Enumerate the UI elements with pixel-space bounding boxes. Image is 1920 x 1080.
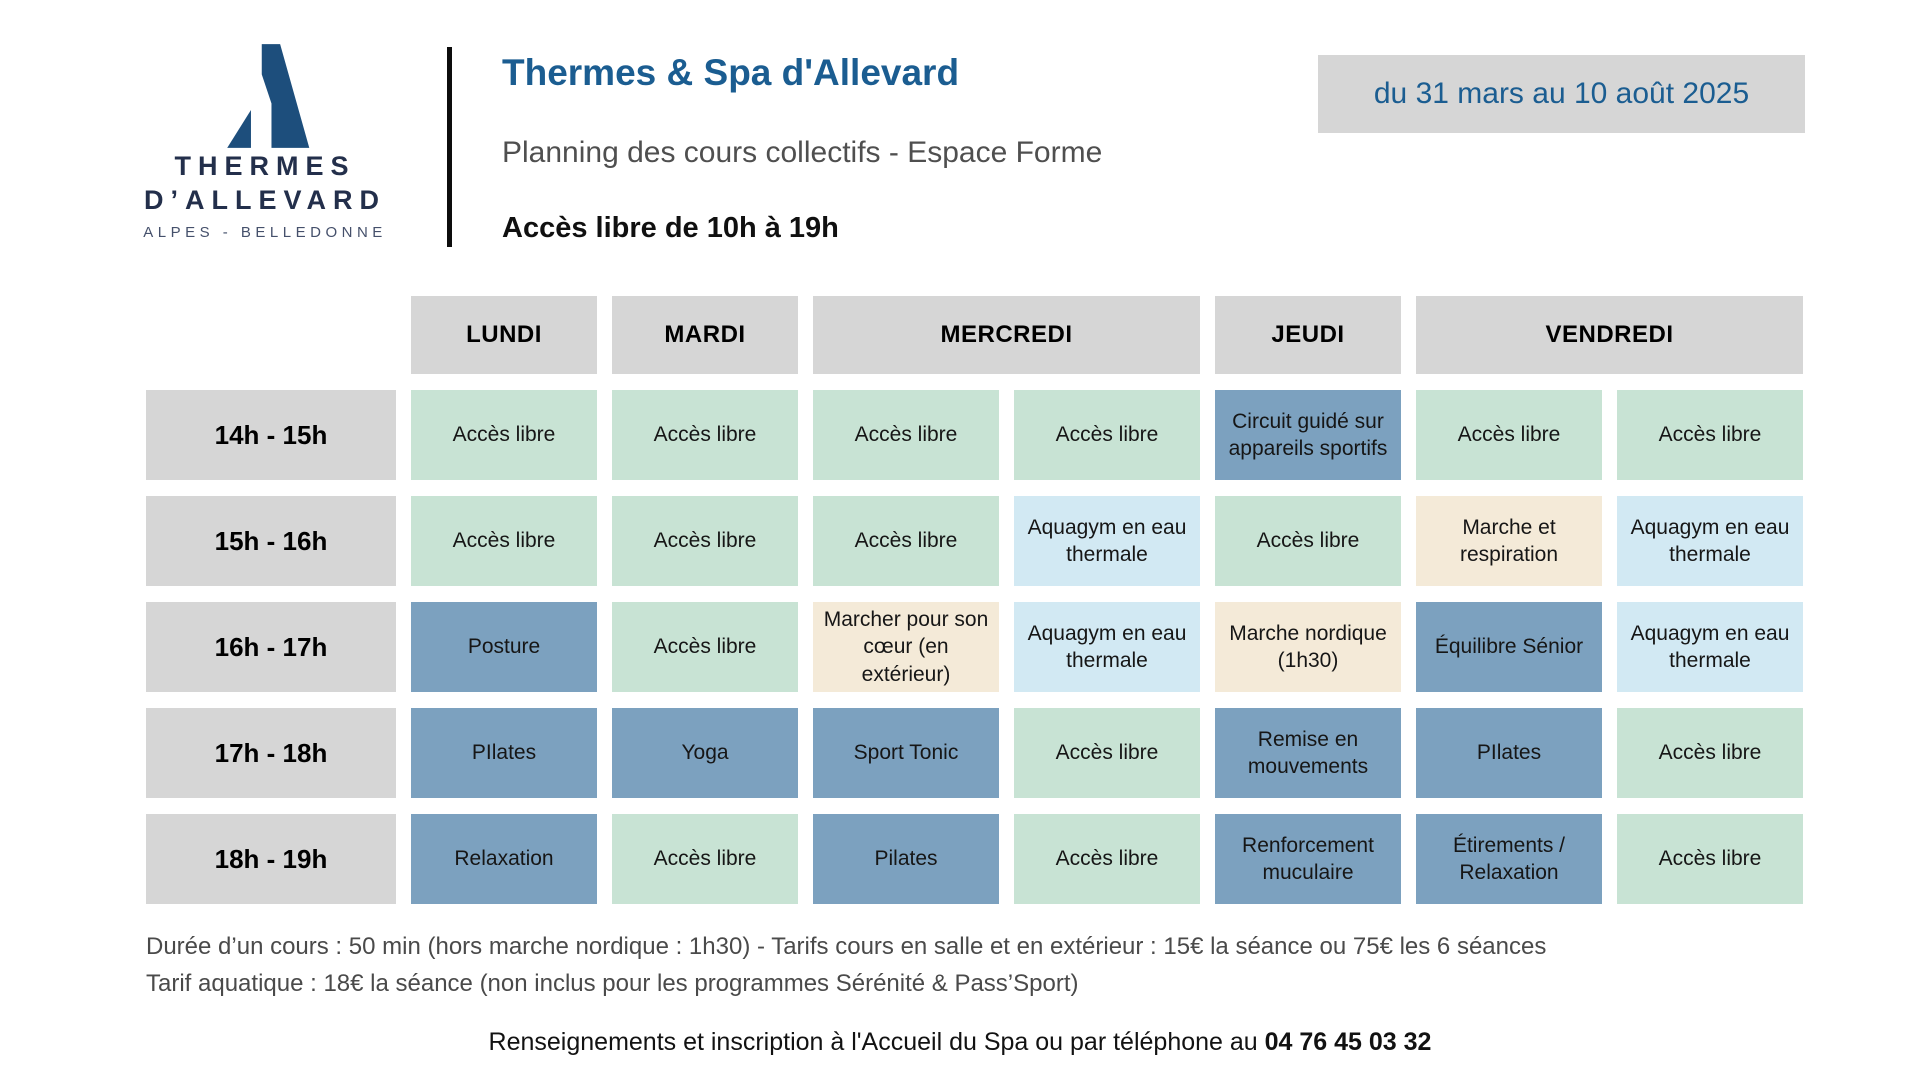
schedule-cell: Accès libre bbox=[1014, 390, 1200, 480]
contact-line: Renseignements et inscription à l'Accuei… bbox=[0, 1028, 1920, 1057]
schedule-cell: Accès libre bbox=[1215, 496, 1401, 586]
schedule-cell: Accès libre bbox=[1014, 814, 1200, 904]
day-header-mercredi: MERCREDI bbox=[813, 296, 1200, 374]
time-slot-label: 14h - 15h bbox=[146, 390, 396, 480]
schedule-cell: Accès libre bbox=[612, 496, 798, 586]
schedule-cell: Remise en mouvements bbox=[1215, 708, 1401, 798]
schedule-cell: Accès libre bbox=[1416, 390, 1602, 480]
schedule-cell: Posture bbox=[411, 602, 597, 692]
schedule-cell: Accès libre bbox=[411, 390, 597, 480]
schedule-cell: Étirements / Relaxation bbox=[1416, 814, 1602, 904]
schedule-cell: Accès libre bbox=[813, 390, 999, 480]
schedule-cell: Accès libre bbox=[612, 814, 798, 904]
date-range-badge: du 31 mars au 10 août 2025 bbox=[1318, 55, 1805, 133]
schedule-cell: Marcher pour son cœur (en extérieur) bbox=[813, 602, 999, 692]
schedule-cell: Sport Tonic bbox=[813, 708, 999, 798]
allevard-logo-icon bbox=[210, 42, 320, 150]
logo-tagline: ALPES - BELLEDONNE bbox=[143, 223, 387, 241]
schedule-cell: Yoga bbox=[612, 708, 798, 798]
table-corner-spacer bbox=[146, 296, 396, 374]
contact-phone-number: 04 76 45 03 32 bbox=[1264, 1028, 1432, 1056]
day-header-lundi: LUNDI bbox=[411, 296, 597, 374]
header-divider bbox=[447, 47, 452, 247]
page-subtitle: Planning des cours collectifs - Espace F… bbox=[502, 136, 1103, 169]
contact-text: Renseignements et inscription à l'Accuei… bbox=[488, 1028, 1265, 1056]
page-title: Thermes & Spa d'Allevard bbox=[502, 52, 960, 93]
schedule-cell: Accès libre bbox=[612, 602, 798, 692]
pricing-note-line2: Tarif aquatique : 18€ la séance (non inc… bbox=[146, 970, 1079, 998]
schedule-cell: Aquagym en eau thermale bbox=[1617, 496, 1803, 586]
schedule-cell: Accès libre bbox=[1014, 708, 1200, 798]
schedule-cell: Marche nordique (1h30) bbox=[1215, 602, 1401, 692]
schedule-cell: Équilibre Sénior bbox=[1416, 602, 1602, 692]
time-slot-label: 16h - 17h bbox=[146, 602, 396, 692]
schedule-cell: Circuit guidé sur appareils sportifs bbox=[1215, 390, 1401, 480]
schedule-cell: Accès libre bbox=[612, 390, 798, 480]
schedule-cell: Marche et respiration bbox=[1416, 496, 1602, 586]
time-slot-label: 15h - 16h bbox=[146, 496, 396, 586]
schedule-cell: Pilates bbox=[813, 814, 999, 904]
time-slot-label: 17h - 18h bbox=[146, 708, 396, 798]
schedule-cell: Accès libre bbox=[813, 496, 999, 586]
schedule-cell: Aquagym en eau thermale bbox=[1014, 496, 1200, 586]
schedule-cell: PIlates bbox=[411, 708, 597, 798]
pricing-note-line1: Durée d’un cours : 50 min (hors marche n… bbox=[146, 933, 1547, 960]
schedule-cell: PIlates bbox=[1416, 708, 1602, 798]
schedule-table: LUNDI MARDI MERCREDI JEUDI VENDREDI 14h … bbox=[146, 296, 1803, 904]
schedule-cell: Accès libre bbox=[1617, 708, 1803, 798]
time-slot-label: 18h - 19h bbox=[146, 814, 396, 904]
schedule-cell: Aquagym en eau thermale bbox=[1617, 602, 1803, 692]
pricing-notes: Durée d’un cours : 50 min (hors marche n… bbox=[146, 928, 1786, 1002]
schedule-cell: Accès libre bbox=[1617, 814, 1803, 904]
day-header-mardi: MARDI bbox=[612, 296, 798, 374]
schedule-cell: Accès libre bbox=[1617, 390, 1803, 480]
logo-text-line2: D’ALLEVARD bbox=[144, 184, 386, 215]
day-header-jeudi: JEUDI bbox=[1215, 296, 1401, 374]
day-header-vendredi: VENDREDI bbox=[1416, 296, 1803, 374]
brand-logo: THERMES D’ALLEVARD ALPES - BELLEDONNE bbox=[130, 42, 400, 241]
schedule-cell: Renforcement muculaire bbox=[1215, 814, 1401, 904]
access-hours-note: Accès libre de 10h à 19h bbox=[502, 212, 839, 244]
header-titles: Thermes & Spa d'Allevard Planning des co… bbox=[502, 52, 1102, 245]
schedule-cell: Relaxation bbox=[411, 814, 597, 904]
schedule-cell: Aquagym en eau thermale bbox=[1014, 602, 1200, 692]
logo-text-line1: THERMES bbox=[174, 151, 356, 181]
schedule-cell: Accès libre bbox=[411, 496, 597, 586]
